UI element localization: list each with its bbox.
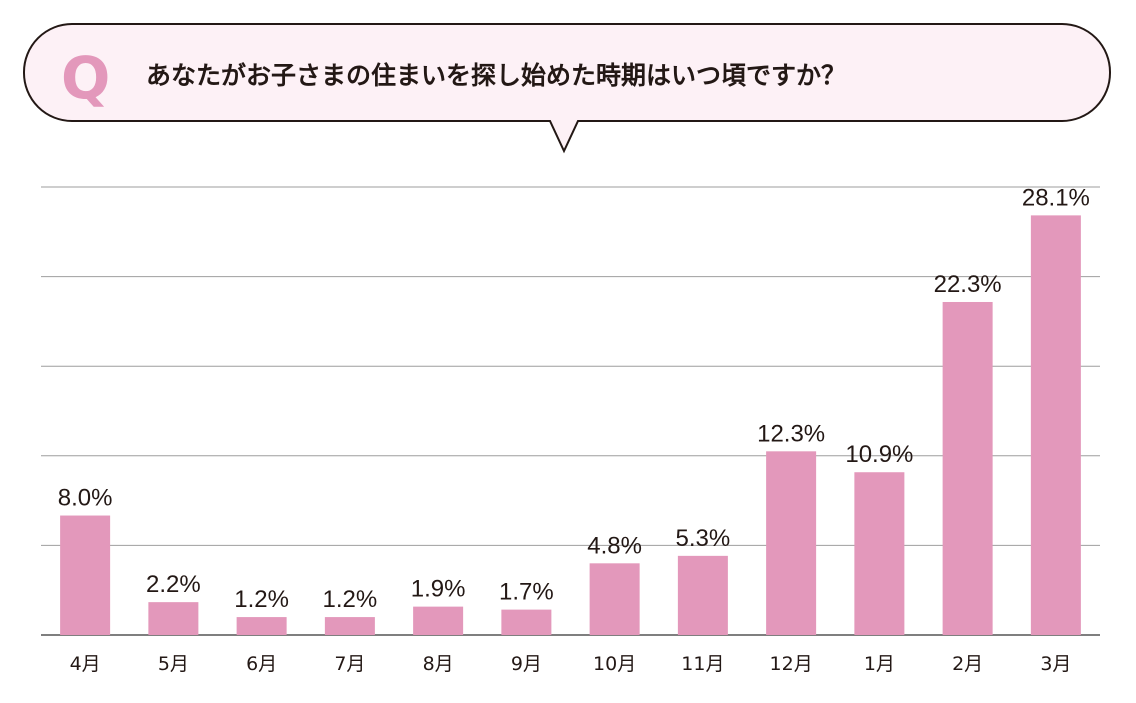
bar-11月 [677,555,728,635]
bar-9月 [501,609,552,635]
question-text: あなたがお子さまの住まいを探し始めた時期はいつ頃ですか？ [146,61,846,90]
x-tick-label: 4月 [70,653,101,675]
bar-6月 [236,617,287,635]
data-label: 4.8% [587,532,642,559]
data-label: 12.3% [757,420,825,447]
data-label: 1.9% [411,576,466,603]
bar-8月 [413,606,464,635]
data-label: 8.0% [58,485,113,512]
x-tick-label: 12月 [770,653,813,675]
bars [60,215,1081,635]
x-tick-label: 8月 [423,653,454,675]
data-label: 1.7% [499,579,554,606]
data-label: 5.3% [676,525,731,552]
x-tick-label: 9月 [511,653,542,675]
bar-1月 [854,472,905,635]
bar-7月 [324,617,375,635]
bar-3月 [1030,215,1081,635]
data-label: 22.3% [934,271,1002,298]
speech-bubble-shape [23,23,1111,154]
x-tick-label: 10月 [593,653,636,675]
gridlines [41,186,1100,636]
x-tick-label: 11月 [681,653,724,675]
data-label: 28.1% [1022,184,1090,211]
data-label: 10.9% [845,441,913,468]
bar-2月 [942,301,993,635]
bar-5月 [148,602,199,635]
data-labels: 8.0% 2.2% 1.2% 1.2% 1.9% 1.7% 4.8% 5.3% 12.3% 10.… [58,184,1090,613]
data-label: 2.2% [146,571,201,598]
x-tick-label: 3月 [1040,653,1071,675]
data-label: 1.2% [234,586,289,613]
x-tick-label: 1月 [864,653,895,675]
q-badge: Q [61,44,110,112]
x-axis-labels: 4月 5月 6月 7月 8月 9月 10月 11月 12月 1月 2月 3月 [70,653,1072,675]
x-tick-label: 7月 [334,653,365,675]
x-tick-label: 2月 [952,653,983,675]
bar-4月 [60,515,111,635]
x-tick-label: 5月 [158,653,189,675]
question-bubble: Q あなたがお子さまの住まいを探し始めた時期はいつ頃ですか？ [23,23,1111,154]
x-tick-label: 6月 [246,653,277,675]
data-label: 1.2% [323,586,378,613]
bar-12月 [766,451,817,635]
bar-10月 [589,563,640,635]
